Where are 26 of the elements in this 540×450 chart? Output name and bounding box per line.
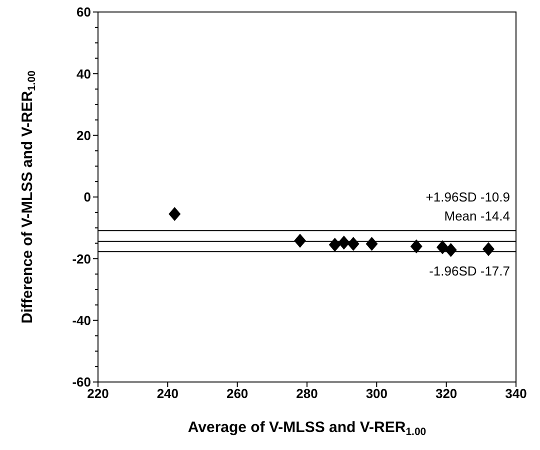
x-tick-label: 300 [366, 386, 388, 402]
point [294, 234, 306, 248]
point [366, 236, 378, 251]
y-tick-label: 20 [76, 128, 91, 143]
ref-line-label: Mean -14.4 [444, 208, 510, 224]
x-tick-label: 340 [505, 386, 527, 402]
x-tick-label: 280 [296, 386, 318, 402]
ref-line-label: +1.96SD -10.9 [426, 190, 510, 205]
y-tick-label: 60 [76, 4, 91, 20]
point [436, 240, 448, 254]
x-axis-title: Average of V-MLSS and V-RER$_{1.00}$ [188, 419, 426, 438]
y-tick-label: -20 [72, 251, 91, 266]
point [328, 238, 341, 252]
y-tick-label: 0 [84, 190, 91, 205]
y-tick-label: 40 [76, 66, 91, 82]
point [338, 236, 350, 250]
x-tick-label: 260 [226, 386, 248, 402]
x-tick-label: 320 [435, 386, 458, 402]
point [347, 236, 360, 251]
ref-line-label: -1.96SD -17.7 [429, 264, 510, 279]
point [482, 242, 494, 256]
point [444, 243, 457, 258]
x-tick-label: 240 [156, 386, 179, 402]
y-tick-label: -40 [72, 312, 91, 328]
point [410, 239, 422, 254]
point [168, 206, 181, 221]
